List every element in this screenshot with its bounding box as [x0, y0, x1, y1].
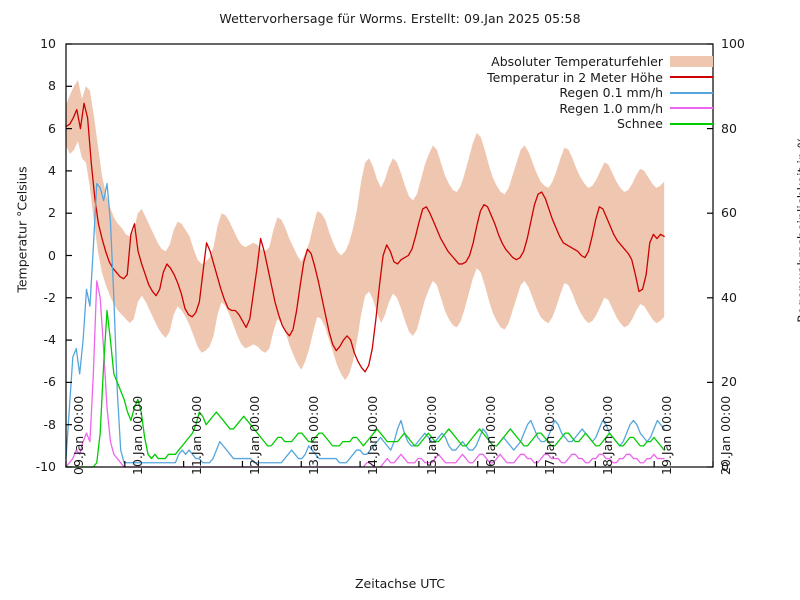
legend-item-label: Absoluter Temperaturfehler	[491, 54, 663, 69]
x-tick-label: 19.Jan 00:00	[659, 395, 675, 475]
x-tick-label: 10.Jan 00:00	[129, 395, 145, 475]
y-tick-left-label: 2	[48, 205, 56, 221]
y-tick-right-label: 80	[721, 120, 737, 136]
y-tick-right-label: 20	[721, 374, 737, 390]
x-tick-label: 15.Jan 00:00	[423, 395, 439, 475]
legend-item-label: Regen 0.1 mm/h	[559, 85, 663, 100]
y-tick-left-label: 0	[48, 247, 56, 263]
y-tick-right-label: 40	[721, 289, 737, 305]
y-tick-left-label: -2	[43, 289, 56, 305]
legend-item[interactable]: Absoluter Temperaturfehler	[491, 54, 713, 69]
legend-item[interactable]: Temperatur in 2 Meter Höhe	[487, 70, 713, 85]
series-line-temperatur-in-2-meter-h-he	[65, 102, 665, 373]
x-tick-label: 14.Jan 00:00	[365, 395, 381, 475]
y-tick-left-label: -8	[43, 416, 56, 432]
legend-item-label: Schnee	[616, 116, 663, 131]
y-axis-right-title: Regenwahrscheinlichkeit in %	[794, 136, 800, 323]
x-tick-label: 12.Jan 00:00	[247, 395, 263, 475]
x-axis-title: Zeitachse UTC	[354, 576, 446, 591]
series-line-schnee	[65, 309, 665, 468]
series-band-absoluter-temperaturfehler	[66, 79, 665, 381]
legend-item[interactable]: Regen 1.0 mm/h	[559, 101, 713, 116]
y-tick-left-label: 4	[48, 162, 56, 178]
x-tick-label: 09.Jan 00:00	[71, 395, 86, 475]
legend-swatch-line-icon	[670, 107, 713, 109]
legend-item[interactable]: Regen 0.1 mm/h	[559, 85, 713, 100]
x-tick-label: 11.Jan 00:00	[188, 395, 204, 475]
legend-item[interactable]: Schnee	[617, 116, 713, 131]
y-tick-left-label: 6	[48, 120, 56, 136]
series-line-regen-0-1-mm-h	[65, 182, 665, 464]
x-tick-label: 16.Jan 00:00	[482, 395, 498, 475]
x-tick-label: 18.Jan 00:00	[600, 395, 616, 475]
legend-swatch-line-icon	[670, 91, 713, 94]
y-tick-left-label: 10	[40, 36, 56, 51]
y-tick-left-label: 8	[48, 78, 56, 94]
y-tick-left-label: -4	[43, 332, 56, 348]
x-tick-label: 17.Jan 00:00	[541, 395, 557, 475]
legend-item-label: Regen 1.0 mm/h	[559, 100, 663, 116]
x-tick-label: 13.Jan 00:00	[306, 395, 322, 475]
y-tick-right-label: 100	[721, 36, 745, 51]
y-tick-left-label: -10	[35, 459, 56, 474]
legend-swatch-line-icon	[670, 76, 713, 78]
legend-swatch-line-icon	[670, 122, 713, 125]
x-tick-label: 20.Jan 00:00	[718, 395, 733, 475]
y-tick-right-label: 0	[721, 459, 729, 474]
legend-swatch-band-icon	[670, 56, 713, 67]
y-tick-left-label: -6	[43, 374, 56, 390]
chart-title: Wettervorhersage für Worms. Erstellt: 09…	[219, 11, 581, 26]
y-tick-right-label: 60	[721, 205, 737, 221]
legend-item-label: Temperatur in 2 Meter Höhe	[487, 69, 663, 85]
